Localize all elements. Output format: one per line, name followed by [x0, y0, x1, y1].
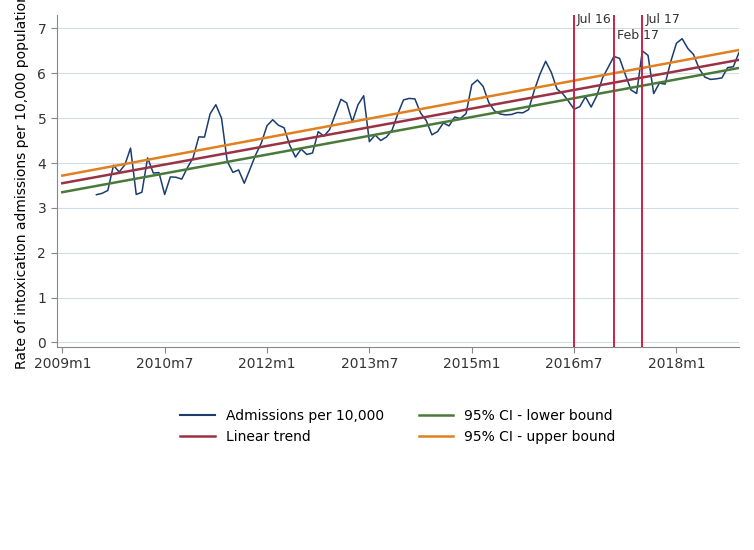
Y-axis label: Rate of intoxication admissions per 10,000 population: Rate of intoxication admissions per 10,0…: [15, 0, 29, 369]
Text: Jul 17: Jul 17: [645, 13, 680, 26]
Text: Feb 17: Feb 17: [617, 29, 659, 42]
Legend: Admissions per 10,000, Linear trend, 95% CI - lower bound, 95% CI - upper bound: Admissions per 10,000, Linear trend, 95%…: [174, 404, 621, 450]
Text: Jul 16: Jul 16: [577, 13, 611, 26]
